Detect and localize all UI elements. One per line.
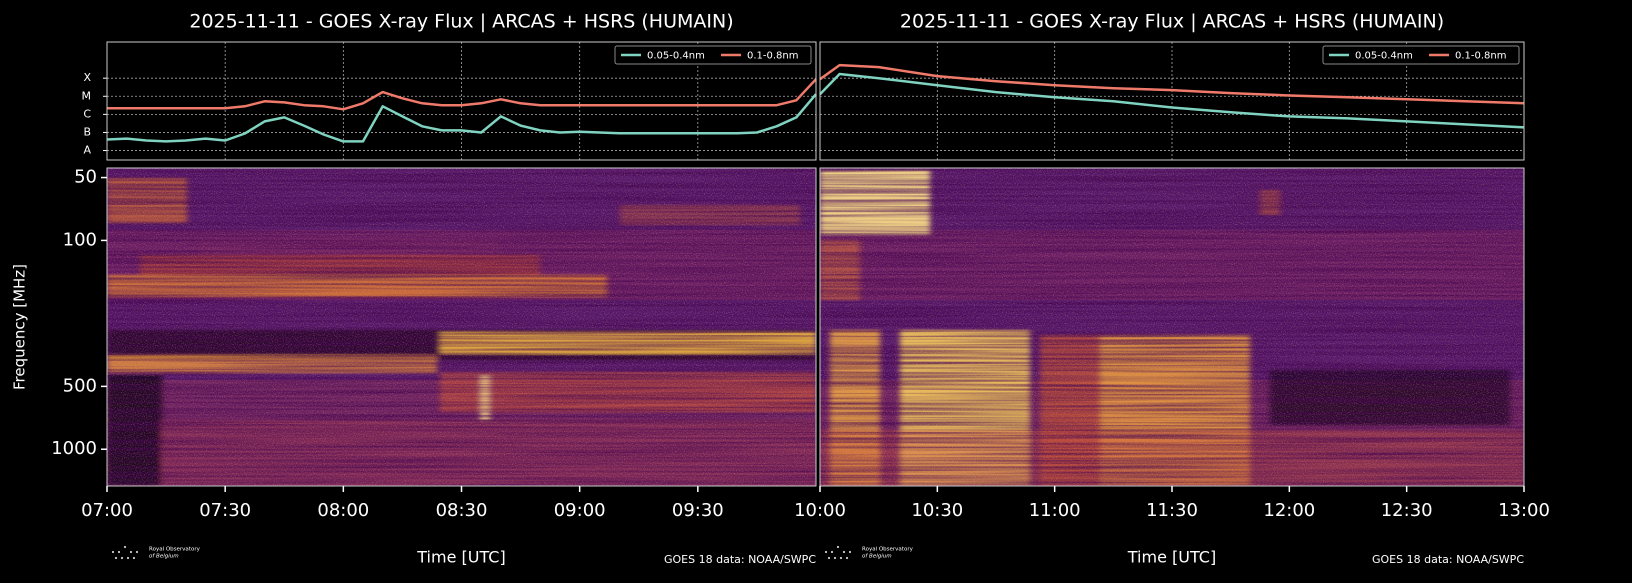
legend-label: 0.05-0.4nm: [1355, 51, 1413, 62]
data-source: GOES 18 data: NOAA/SWPC: [1372, 553, 1524, 566]
logo-dot: [839, 556, 843, 560]
x-axis-label: Time [UTC]: [1127, 548, 1216, 567]
chart-title: 2025-11-11 - GOES X-ray Flux | ARCAS + H…: [189, 11, 733, 33]
logo-dot: [833, 556, 837, 560]
logo-dot: [123, 545, 127, 549]
x-tick-label: 09:30: [672, 500, 724, 521]
logo-dot: [126, 556, 130, 560]
plot-frame: [106, 41, 817, 161]
y-tick-label: X: [83, 71, 91, 84]
logo-dot: [120, 556, 124, 560]
logo-dot: [842, 550, 846, 554]
x-tick-label: 09:00: [554, 500, 606, 521]
logo-dot: [824, 550, 828, 554]
x-tick-label: 08:30: [436, 500, 488, 521]
x-tick-label: 12:30: [1381, 500, 1433, 521]
logo-dot: [848, 550, 852, 554]
y-tick-label: A: [83, 144, 91, 157]
spectrogram-image: [107, 168, 816, 486]
chart-title: 2025-11-11 - GOES X-ray Flux | ARCAS + H…: [900, 11, 1444, 33]
spectrogram-speckle: [820, 168, 1524, 486]
y-tick-label: 1000: [51, 438, 97, 459]
x-tick-label: 11:30: [1146, 500, 1198, 521]
x-tick-label: 13:00: [1498, 500, 1550, 521]
y-tick-label: M: [82, 89, 92, 102]
logo-dot: [111, 550, 115, 554]
logo-dot: [836, 545, 840, 549]
x-tick-label: 07:00: [81, 500, 133, 521]
y-tick-label: 50: [74, 167, 97, 188]
logo-dot: [114, 556, 118, 560]
series-line: [106, 93, 817, 143]
logo-dot: [129, 550, 133, 554]
x-tick-label: 10:00: [794, 500, 846, 521]
spectrogram-speckle: [107, 168, 816, 486]
legend-label: 0.1-0.8nm: [747, 51, 799, 62]
logo-dot: [830, 550, 834, 554]
logo-text: of Belgium: [149, 554, 179, 560]
logo-dot: [845, 556, 849, 560]
logo-dot: [135, 550, 139, 554]
series-line: [107, 78, 817, 111]
x-axis-label: Time [UTC]: [416, 548, 505, 567]
x-tick-label: 11:00: [1029, 500, 1081, 521]
logo-text: Royal Observatory: [149, 547, 201, 553]
y-tick-label: 100: [63, 229, 97, 250]
y-tick-label: B: [83, 125, 91, 138]
x-tick-label: 10:30: [911, 500, 963, 521]
x-tick-label: 08:00: [317, 500, 369, 521]
x-tick-label: 07:30: [199, 500, 251, 521]
logo-text: of Belgium: [862, 554, 892, 560]
series-line: [819, 72, 1525, 129]
data-source: GOES 18 data: NOAA/SWPC: [664, 553, 816, 566]
logo-dot: [132, 556, 136, 560]
y-axis-label: Frequency [MHz]: [11, 264, 29, 390]
legend-box: [614, 45, 812, 65]
legend-label: 0.05-0.4nm: [647, 51, 705, 62]
plot-frame: [819, 41, 1525, 161]
logo-text: Royal Observatory: [862, 547, 914, 553]
series-line: [819, 63, 1525, 105]
y-tick-label: 500: [63, 375, 97, 396]
logo-dot: [117, 550, 121, 554]
spectrogram-image: [820, 168, 1524, 486]
legend-label: 0.1-0.8nm: [1455, 51, 1507, 62]
logo-dot: [827, 556, 831, 560]
x-tick-label: 12:00: [1263, 500, 1315, 521]
legend-box: [1322, 45, 1520, 65]
y-tick-label: C: [83, 107, 91, 120]
